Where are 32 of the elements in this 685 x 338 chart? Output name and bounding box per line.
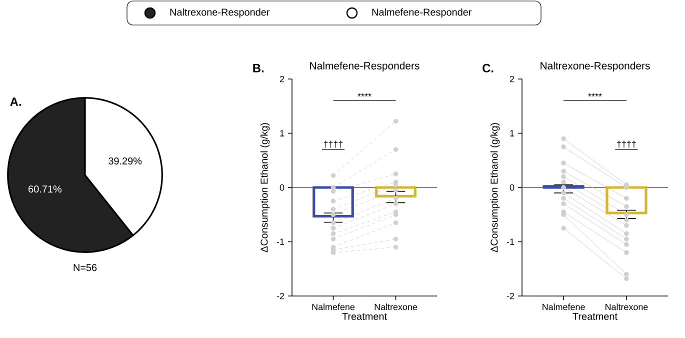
x-tick-label: Naltrexone	[606, 304, 648, 310]
data-label: 39.29%	[108, 157, 142, 165]
annotation: ****	[358, 93, 372, 96]
y-tick-label: 1	[510, 130, 514, 136]
text: C.	[482, 64, 494, 72]
y-axis-title: ΔConsumption Ethanol (g/kg)	[490, 123, 500, 252]
x-axis-title: Treatment	[572, 312, 618, 320]
text: B.	[253, 64, 264, 72]
data-label: 60.71%	[28, 185, 62, 193]
y-axis-title: ΔConsumption Ethanol (g/kg)	[260, 123, 270, 252]
y-tick-label: -2	[276, 292, 284, 300]
y-tick-label: 0	[280, 184, 284, 191]
annotation: ††††	[324, 140, 343, 148]
x-tick-label: Naltrexone	[374, 304, 418, 310]
annotation: ††††	[617, 140, 636, 148]
y-tick-label: 2	[280, 76, 284, 82]
chart-title: Nalmefene-Responders	[310, 62, 420, 72]
legend-label: Naltrexone-Responder	[170, 8, 270, 18]
legend-label: Nalmefene-Responder	[372, 8, 472, 18]
x-axis-title: Treatment	[342, 312, 387, 320]
text: A.	[10, 98, 21, 106]
y-tick-label: -2	[506, 292, 514, 300]
y-tick-label: 2	[510, 76, 514, 82]
x-tick-label: Nalmefene	[312, 304, 355, 310]
y-tick-label: -1	[276, 238, 284, 245]
x-tick-label: Nalmefene	[542, 304, 585, 310]
y-tick-label: -1	[506, 238, 514, 245]
chart-title: Naltrexone-Responders	[540, 62, 650, 72]
y-tick-label: 1	[280, 130, 284, 136]
annotation: ****	[588, 93, 602, 96]
y-tick-label: 0	[510, 184, 514, 191]
text: N=56	[74, 264, 97, 272]
